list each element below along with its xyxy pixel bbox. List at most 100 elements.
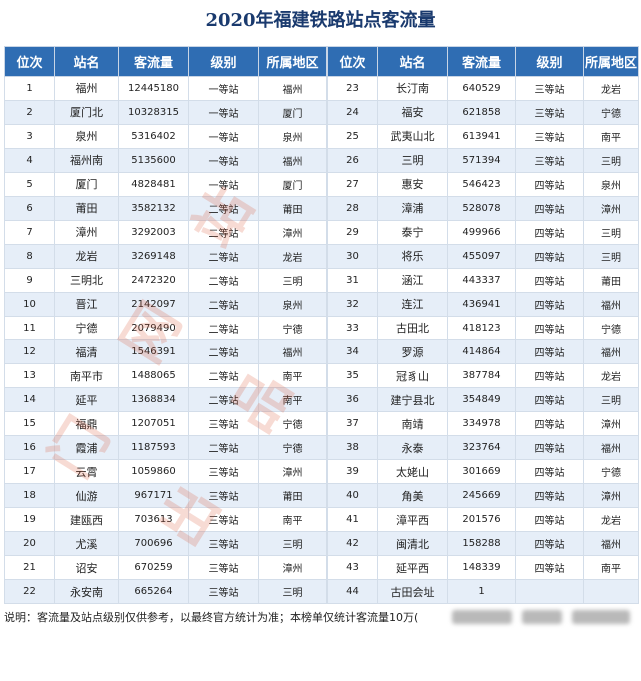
cell-passenger-flow: 967171	[118, 483, 189, 509]
cell-region: 宁德	[583, 459, 639, 485]
cell-rank: 8	[4, 243, 55, 269]
table-row: 31 涵江 443337 四等站 莆田	[327, 267, 639, 293]
cell-station: 永安南	[54, 579, 119, 604]
cell-rank: 21	[4, 555, 55, 581]
cell-rank: 30	[327, 243, 378, 269]
cell-passenger-flow: 1368834	[118, 387, 189, 413]
cell-passenger-flow: 158288	[447, 531, 516, 557]
cell-station: 太姥山	[377, 459, 448, 485]
cell-rank: 40	[327, 483, 378, 509]
cell-passenger-flow: 2472320	[118, 267, 189, 293]
cell-passenger-flow: 5135600	[118, 147, 189, 173]
cell-grade: 一等站	[188, 147, 259, 173]
cell-station: 漳州	[54, 219, 119, 245]
cell-passenger-flow: 323764	[447, 435, 516, 461]
cell-rank: 20	[4, 531, 55, 557]
cell-grade: 三等站	[188, 483, 259, 509]
cell-rank: 36	[327, 387, 378, 413]
cell-rank: 43	[327, 555, 378, 581]
cell-passenger-flow: 700696	[118, 531, 189, 557]
cell-region	[583, 579, 639, 604]
cell-grade: 三等站	[188, 531, 259, 557]
cell-station: 厦门北	[54, 99, 119, 125]
cell-grade: 三等站	[515, 147, 584, 173]
table-row: 41 漳平西 201576 四等站 龙岩	[327, 507, 639, 533]
footer-note: 说明：客流量及站点级别仅供参考，以最终官方统计为准；本榜单仅统计客流量10万(	[4, 611, 419, 624]
cell-region: 三明	[583, 219, 639, 245]
table-row: 33 古田北 418123 四等站 宁德	[327, 315, 639, 341]
table-row: 19 建瓯西 703613 三等站 南平	[4, 507, 327, 533]
cell-station: 古田会址	[377, 579, 448, 604]
table-row: 28 漳浦 528078 四等站 漳州	[327, 195, 639, 221]
header-station: 站名	[377, 46, 448, 77]
cell-rank: 4	[4, 147, 55, 173]
cell-passenger-flow: 334978	[447, 411, 516, 437]
table-row: 29 泰宁 499966 四等站 三明	[327, 219, 639, 245]
cell-rank: 5	[4, 171, 55, 197]
cell-station: 将乐	[377, 243, 448, 269]
cell-passenger-flow: 201576	[447, 507, 516, 533]
cell-grade: 四等站	[515, 435, 584, 461]
cell-passenger-flow: 4828481	[118, 171, 189, 197]
cell-region: 南平	[583, 123, 639, 149]
cell-rank: 15	[4, 411, 55, 437]
table-row: 32 连江 436941 四等站 福州	[327, 291, 639, 317]
table-row: 11 宁德 2079490 二等站 宁德	[4, 315, 327, 341]
cell-station: 莆田	[54, 195, 119, 221]
cell-station: 南平市	[54, 363, 119, 389]
cell-grade: 四等站	[515, 507, 584, 533]
cell-rank: 35	[327, 363, 378, 389]
cell-passenger-flow: 670259	[118, 555, 189, 581]
cell-rank: 16	[4, 435, 55, 461]
table-row: 17 云霄 1059860 三等站 漳州	[4, 459, 327, 485]
cell-station: 惠安	[377, 171, 448, 197]
cell-region: 宁德	[258, 315, 327, 341]
cell-region: 南平	[258, 387, 327, 413]
blurred-text	[522, 610, 562, 624]
cell-region: 漳州	[583, 483, 639, 509]
table-row: 44 古田会址 1	[327, 579, 639, 604]
ranking-table-right: 位次 站名 客流量 级别 所属地区 23 长汀南 640529 三等站 龙岩 24 福安 62…	[327, 46, 639, 604]
cell-grade: 一等站	[188, 123, 259, 149]
cell-region: 漳州	[583, 411, 639, 437]
cell-rank: 12	[4, 339, 55, 365]
cell-passenger-flow: 1546391	[118, 339, 189, 365]
cell-grade: 二等站	[188, 267, 259, 293]
table-row: 21 诏安 670259 三等站 漳州	[4, 555, 327, 581]
cell-grade: 二等站	[188, 219, 259, 245]
table-row: 24 福安 621858 三等站 宁德	[327, 99, 639, 125]
cell-region: 厦门	[258, 99, 327, 125]
cell-station: 涵江	[377, 267, 448, 293]
table-row: 10 晋江 2142097 二等站 泉州	[4, 291, 327, 317]
cell-station: 三明	[377, 147, 448, 173]
cell-region: 福州	[583, 435, 639, 461]
table-row: 16 霞浦 1187593 二等站 宁德	[4, 435, 327, 461]
cell-passenger-flow: 703613	[118, 507, 189, 533]
cell-rank: 44	[327, 579, 378, 604]
cell-passenger-flow: 3582132	[118, 195, 189, 221]
cell-region: 龙岩	[258, 243, 327, 269]
table-row: 2 厦门北 10328315 一等站 厦门	[4, 99, 327, 125]
table-row: 15 福鼎 1207051 三等站 宁德	[4, 411, 327, 437]
cell-passenger-flow: 1	[447, 579, 516, 604]
cell-grade: 四等站	[515, 171, 584, 197]
cell-region: 三明	[583, 147, 639, 173]
cell-rank: 42	[327, 531, 378, 557]
cell-station: 角美	[377, 483, 448, 509]
table-row: 26 三明 571394 三等站 三明	[327, 147, 639, 173]
cell-region: 龙岩	[583, 76, 639, 101]
table-row: 13 南平市 1488065 二等站 南平	[4, 363, 327, 389]
header-rank: 位次	[4, 46, 55, 77]
cell-grade: 四等站	[515, 315, 584, 341]
cell-grade: 四等站	[515, 291, 584, 317]
cell-passenger-flow: 148339	[447, 555, 516, 581]
cell-region: 三明	[258, 579, 327, 604]
cell-passenger-flow: 418123	[447, 315, 516, 341]
cell-grade: 二等站	[188, 363, 259, 389]
cell-rank: 19	[4, 507, 55, 533]
cell-rank: 29	[327, 219, 378, 245]
cell-region: 福州	[583, 291, 639, 317]
cell-grade: 二等站	[188, 339, 259, 365]
cell-station: 建瓯西	[54, 507, 119, 533]
header-region: 所属地区	[583, 46, 639, 77]
